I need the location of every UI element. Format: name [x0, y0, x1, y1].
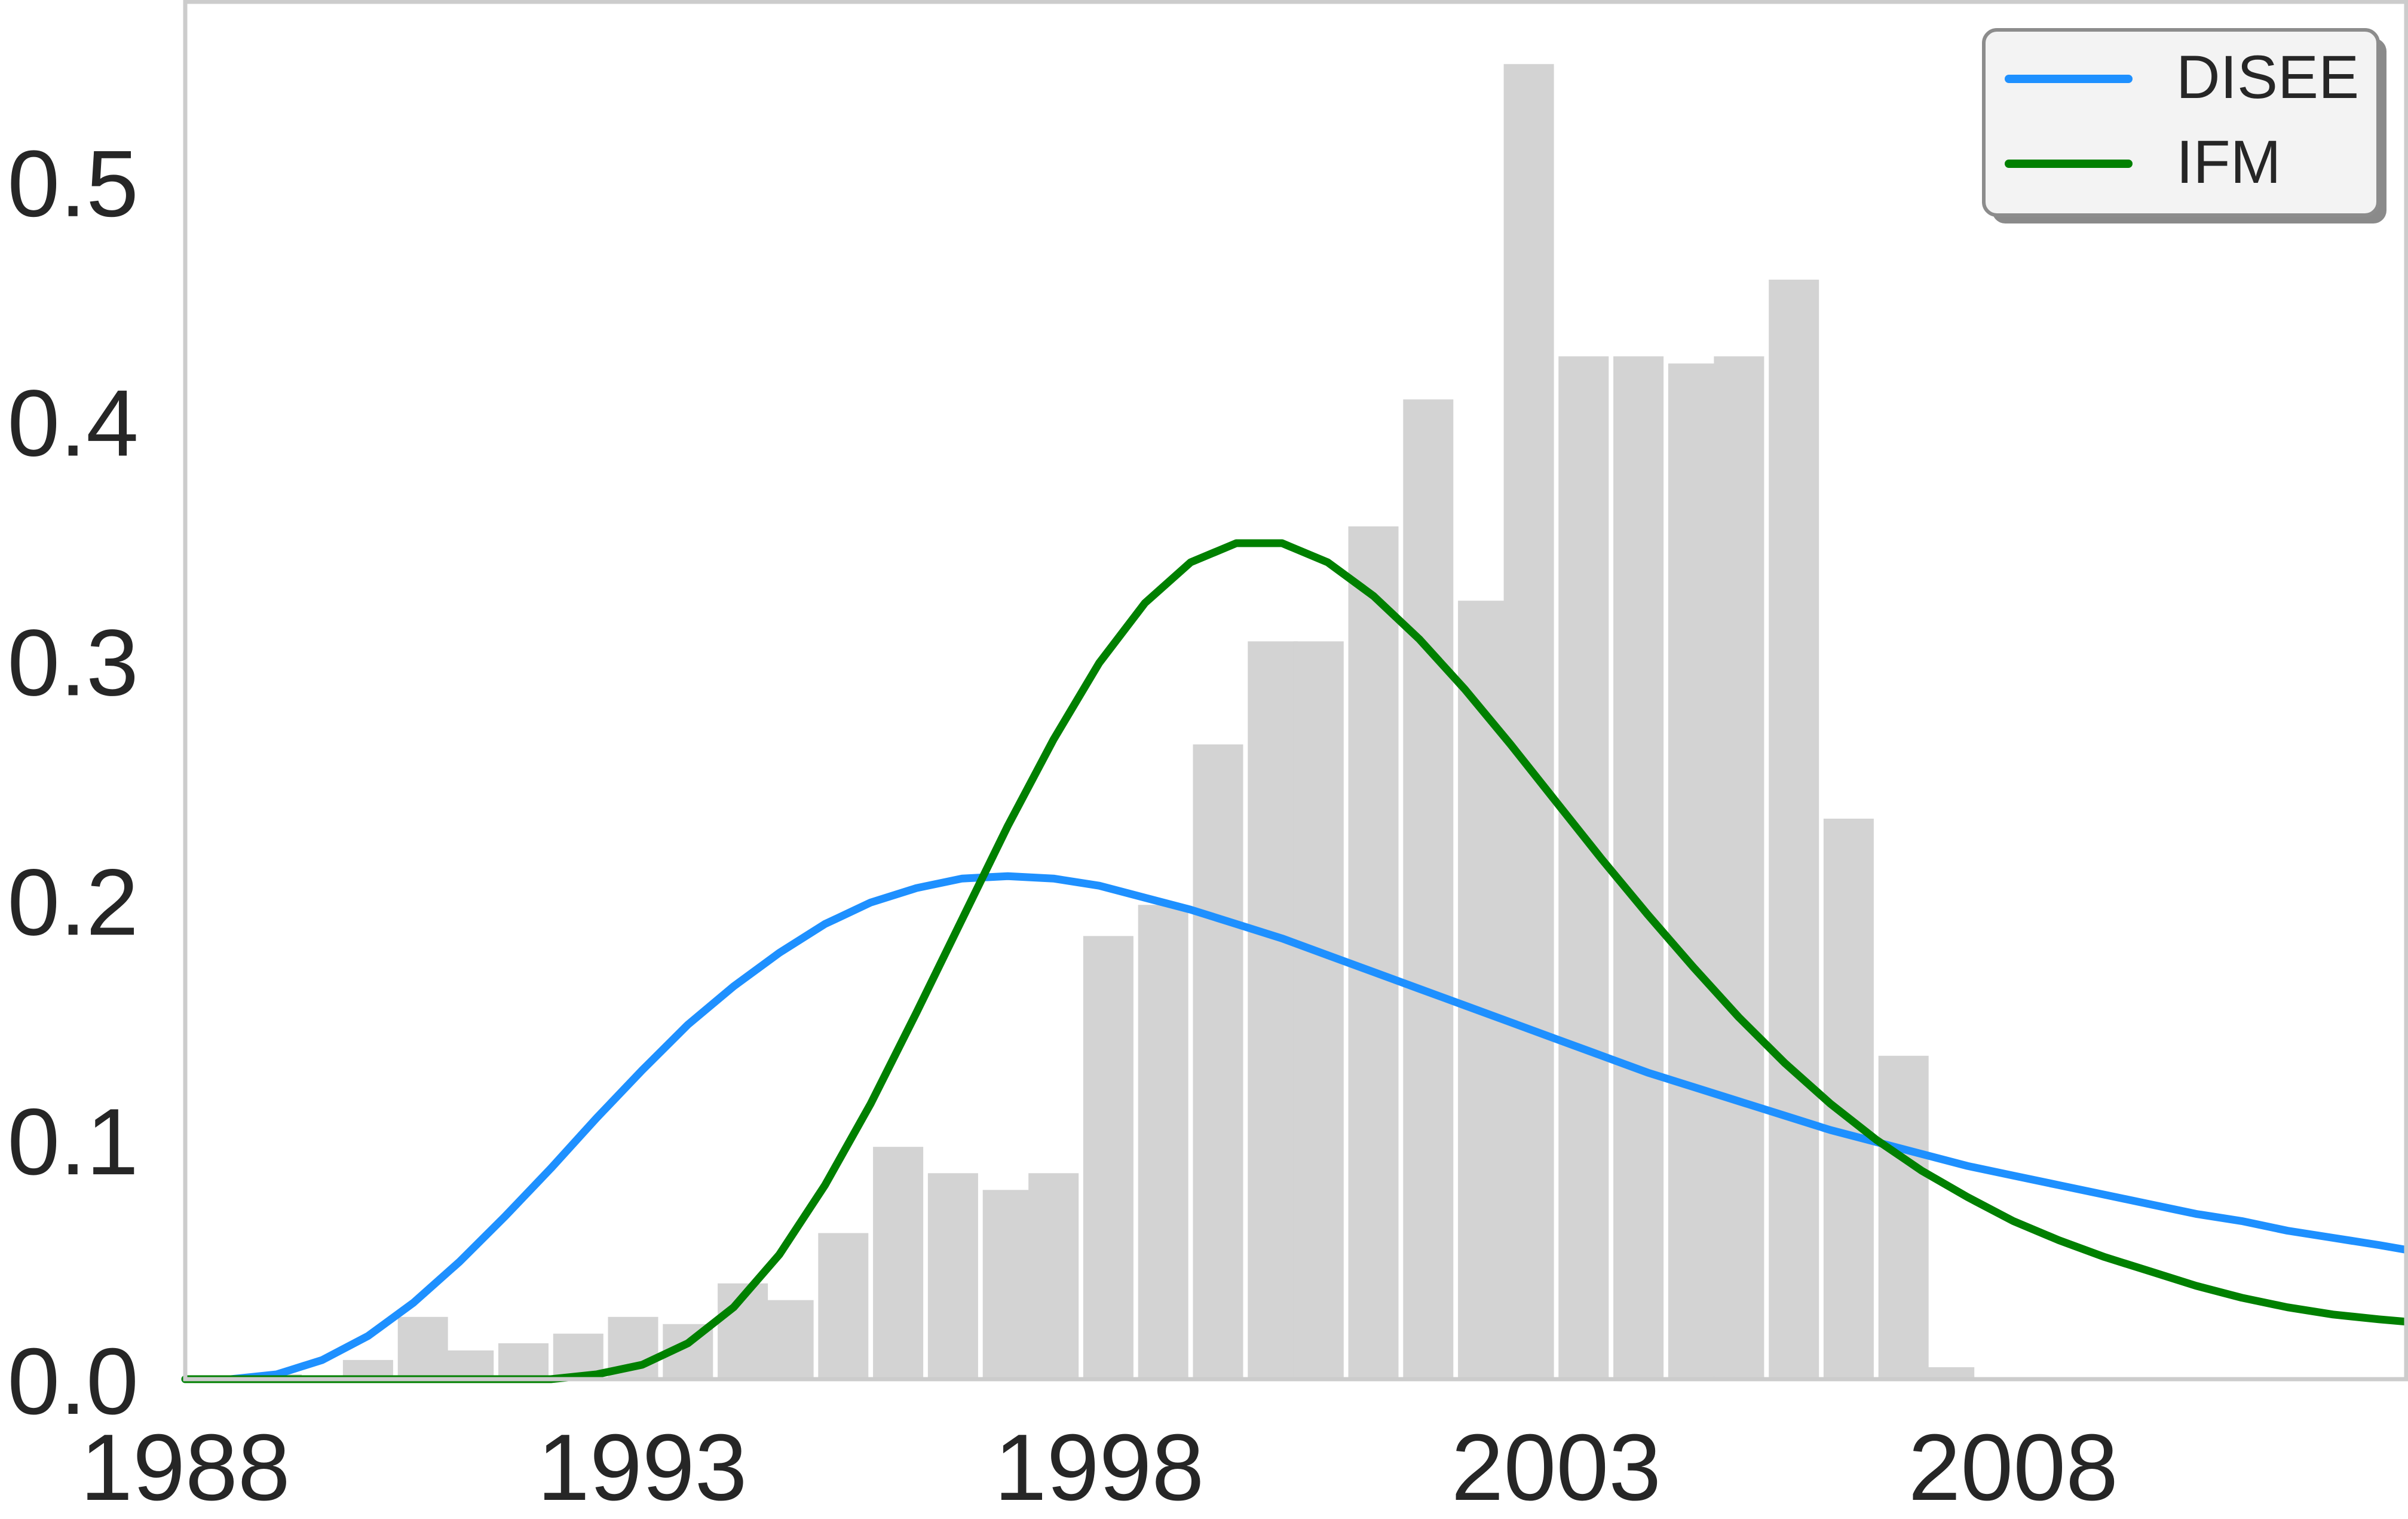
x-tick-label: 1988	[80, 1415, 290, 1519]
y-axis-tick-labels: 0.0 0.1 0.2 0.3 0.4 0.5	[7, 131, 139, 1434]
histogram-bar-2	[397, 1316, 448, 1379]
legend-label-disee: DISEE	[2176, 43, 2359, 111]
y-tick-label: 0.1	[7, 1089, 139, 1195]
histogram-bar-22	[1458, 601, 1509, 1380]
histogram-bar-4	[498, 1343, 549, 1379]
x-axis-tick-labels: 1988 1993 1998 2003 2008	[80, 1415, 2118, 1519]
legend-label-ifm: IFM	[2176, 128, 2281, 196]
y-tick-label: 0.5	[7, 131, 139, 237]
y-tick-label: 0.0	[7, 1329, 139, 1434]
histogram-bar-9	[763, 1300, 814, 1379]
histogram-bar-28	[1769, 280, 1819, 1379]
histogram-bar-21	[1403, 399, 1454, 1379]
series-line-disee	[181, 872, 2408, 1383]
histogram-bar-26	[1668, 363, 1718, 1379]
density-lines	[181, 539, 2408, 1383]
histogram-bar-10	[818, 1233, 869, 1379]
histogram-bar-16	[1138, 905, 1188, 1379]
y-tick-label: 0.3	[7, 610, 139, 715]
y-tick-label: 0.4	[7, 371, 139, 476]
histogram-bar-30	[1878, 1055, 1929, 1379]
histogram-bar-15	[1083, 936, 1133, 1379]
x-tick-label: 1998	[994, 1415, 1205, 1519]
histogram-bar-24	[1558, 356, 1609, 1379]
histogram-bar-3	[443, 1350, 494, 1379]
histogram-bar-25	[1613, 356, 1664, 1379]
x-tick-label: 1993	[537, 1415, 747, 1519]
series-line-ifm	[181, 539, 2408, 1383]
histogram-bar-11	[873, 1147, 924, 1379]
y-tick-label: 0.2	[7, 850, 139, 955]
histogram-bars	[252, 64, 1975, 1380]
histogram-bar-19	[1293, 641, 1344, 1379]
histogram-bar-12	[927, 1173, 978, 1379]
legend: DISEE IFM	[1982, 28, 2386, 223]
histogram-bar-20	[1348, 526, 1399, 1379]
histogram-bar-13	[982, 1190, 1033, 1379]
x-tick-label: 2003	[1451, 1415, 1662, 1519]
histogram-bar-18	[1248, 641, 1298, 1379]
histogram-bar-29	[1823, 819, 1874, 1379]
histogram-bar-14	[1028, 1173, 1079, 1379]
plot-frame	[183, 0, 2408, 1382]
histogram-bar-31	[1924, 1367, 1975, 1379]
x-tick-label: 2008	[1908, 1415, 2119, 1519]
histogram-bar-17	[1193, 744, 1243, 1379]
histogram-bar-23	[1503, 64, 1554, 1380]
histogram-bar-27	[1714, 356, 1764, 1379]
